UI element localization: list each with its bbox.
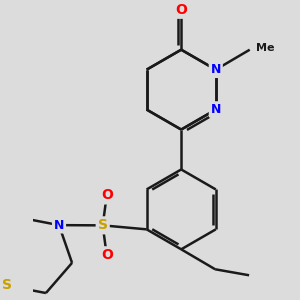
Text: Me: Me <box>256 43 274 53</box>
Text: S: S <box>2 278 12 292</box>
Text: O: O <box>101 188 112 203</box>
Text: S: S <box>98 218 108 233</box>
Text: N: N <box>211 103 221 116</box>
Text: O: O <box>101 248 112 262</box>
Text: N: N <box>211 63 221 76</box>
Text: N: N <box>54 219 64 232</box>
Text: O: O <box>175 3 187 17</box>
